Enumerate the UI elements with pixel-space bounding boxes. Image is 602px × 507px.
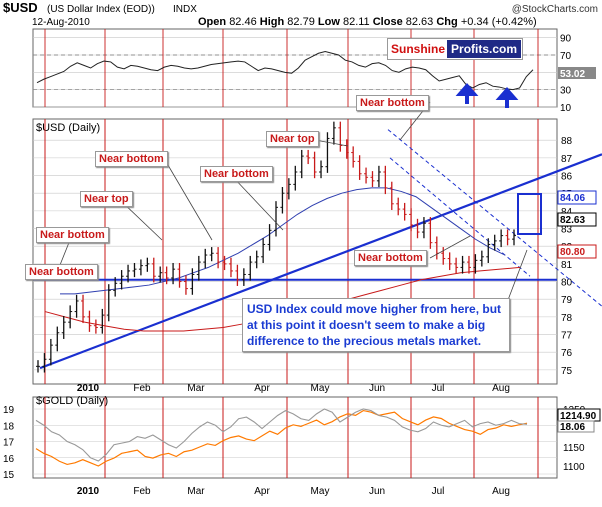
rsi-tick-label: 10 bbox=[560, 103, 572, 114]
callout-near-bottom-start: Near bottom bbox=[25, 264, 98, 280]
exchange-label: INDX bbox=[173, 4, 197, 15]
gold-right-tick: 1100 bbox=[563, 462, 585, 473]
usd-tick-label: 76 bbox=[561, 348, 573, 359]
usd-price-value: 80.80 bbox=[560, 247, 585, 258]
usd-x-label: Apr bbox=[254, 383, 270, 394]
sunshine-profits-logo: Sunshine Profits.com bbox=[387, 38, 523, 60]
date-label: 12-Aug-2010 bbox=[32, 17, 90, 28]
usd-x-label: Mar bbox=[187, 383, 205, 394]
usd-tick-label: 79 bbox=[561, 295, 573, 306]
logo-part-1: Sunshine bbox=[391, 42, 446, 56]
symbol-title: $USD bbox=[3, 0, 38, 15]
callout-pointer bbox=[231, 175, 284, 231]
usd-price-badge bbox=[557, 244, 597, 259]
rising-trendline bbox=[39, 153, 602, 370]
usd-tick-label: 87 bbox=[561, 154, 573, 165]
usd-price-value: 82.63 bbox=[560, 215, 585, 226]
ohlc-row: Open 82.46 High 82.79 Low 82.11 Close 82… bbox=[198, 16, 537, 28]
usd-x-label: Jul bbox=[432, 383, 445, 394]
rsi-last-value: 53.02 bbox=[560, 69, 585, 80]
gold-panel-frame bbox=[32, 396, 558, 479]
usd-tick-label: 81 bbox=[561, 260, 573, 271]
usd-price-badge bbox=[557, 212, 597, 227]
gold-price-value: 1214.90 bbox=[560, 411, 597, 422]
gold-x-label: Feb bbox=[133, 486, 151, 497]
callout-near-bottom-mar: Near bottom bbox=[200, 166, 273, 182]
gold-x-label: 2010 bbox=[77, 486, 100, 497]
rsi-last-badge bbox=[558, 67, 596, 79]
callout-near-bottom-jul: Near bottom bbox=[354, 250, 427, 266]
rsi-tick-label: 70 bbox=[560, 51, 572, 62]
gold-left-tick: 16 bbox=[3, 454, 15, 465]
usd-x-label: Feb bbox=[133, 383, 151, 394]
usd-x-label: 2010 bbox=[77, 383, 100, 394]
chart-panels: 103050709053.02$USD (Daily)7576777879808… bbox=[3, 28, 602, 497]
gold-x-label: Jul bbox=[432, 486, 445, 497]
note-pointer bbox=[507, 249, 528, 301]
usd-tick-label: 86 bbox=[561, 172, 573, 183]
usd-tick-label: 77 bbox=[561, 331, 573, 342]
usd-tick-label: 75 bbox=[561, 366, 573, 377]
gold-left-tick: 17 bbox=[3, 438, 15, 449]
gold-x-label: May bbox=[311, 486, 330, 497]
target-box bbox=[517, 193, 542, 235]
usd-price-badge bbox=[557, 190, 597, 205]
symbol-name: (US Dollar Index (EOD)) bbox=[47, 4, 155, 15]
commentary-note: USD Index could move higher from here, b… bbox=[242, 298, 510, 352]
rsi-line bbox=[36, 51, 534, 91]
usd-panel-title: $USD (Daily) bbox=[36, 122, 100, 134]
callout-pointer bbox=[314, 139, 349, 147]
logo-part-2: Profits.com bbox=[447, 40, 522, 58]
usd-tick-label: 88 bbox=[561, 136, 573, 147]
gold-price-line bbox=[35, 409, 528, 467]
usd-tick-label: 78 bbox=[561, 313, 573, 324]
gold-x-label: Jun bbox=[369, 486, 385, 497]
gold-left-tick: 15 bbox=[3, 470, 15, 481]
callout-near-bottom-feb: Near bottom bbox=[95, 151, 168, 167]
channel-lower-line bbox=[389, 157, 531, 277]
usd-tick-label: 84 bbox=[561, 207, 573, 218]
usd-price-value: 84.06 bbox=[560, 193, 585, 204]
callout-near-top-jan: Near top bbox=[80, 191, 133, 207]
blue-up-arrow bbox=[495, 86, 519, 108]
gold-left-tick: 18 bbox=[3, 421, 15, 432]
gold-x-label: Mar bbox=[187, 486, 205, 497]
rsi-tick-label: 90 bbox=[560, 34, 572, 45]
callout-near-bottom-jan: Near bottom bbox=[36, 227, 109, 243]
silver-price-value: 18.06 bbox=[560, 422, 585, 433]
callout-near-top-may: Near top bbox=[266, 131, 319, 147]
silver-price-badge bbox=[557, 420, 595, 433]
callout-near-bottom-top: Near bottom bbox=[356, 95, 429, 111]
channel-upper-line bbox=[387, 129, 602, 307]
usd-x-label: May bbox=[311, 383, 330, 394]
silver-price-line bbox=[35, 408, 528, 462]
usd-x-label: Jun bbox=[369, 383, 385, 394]
watermark: @StockCharts.com bbox=[512, 4, 598, 15]
rsi-tick-label: 30 bbox=[560, 86, 572, 97]
usd-tick-label: 83 bbox=[561, 225, 573, 236]
blue-up-arrow bbox=[455, 82, 479, 104]
gold-right-tick: 1150 bbox=[563, 443, 585, 454]
ma-short-line bbox=[60, 187, 506, 295]
gold-left-tick: 19 bbox=[3, 405, 15, 416]
usd-x-label: Aug bbox=[492, 383, 510, 394]
usd-tick-label: 80 bbox=[561, 278, 573, 289]
callout-pointer bbox=[429, 235, 471, 259]
gold-panel-title: $GOLD (Daily) bbox=[36, 395, 108, 407]
callout-pointer bbox=[164, 159, 213, 241]
gold-x-label: Aug bbox=[492, 486, 510, 497]
gold-x-label: Apr bbox=[254, 486, 270, 497]
